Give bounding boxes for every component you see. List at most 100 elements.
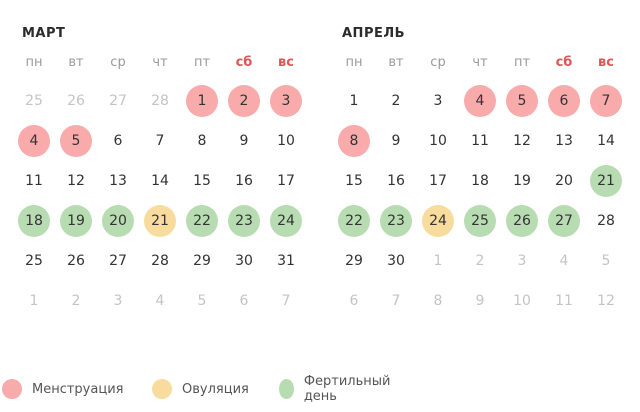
day-cell-menstruation[interactable]: 7 <box>590 85 622 117</box>
day-cell-outside-month[interactable]: 1 <box>29 293 39 309</box>
day-cell-regular[interactable]: 19 <box>513 173 531 189</box>
legend-item-fertile: Фертильный день <box>279 374 396 404</box>
day-cell-menstruation[interactable]: 4 <box>464 85 496 117</box>
day-cell-regular[interactable]: 15 <box>193 173 211 189</box>
day-cell-ovulation[interactable]: 24 <box>422 205 454 237</box>
day-cell-outside-month[interactable]: 3 <box>113 293 123 309</box>
day-cell-fertile[interactable]: 26 <box>506 205 538 237</box>
day-cell-outside-month[interactable]: 6 <box>349 293 359 309</box>
day-cell-fertile[interactable]: 22 <box>186 205 218 237</box>
day-cell-outside-month[interactable]: 4 <box>155 293 165 309</box>
day-cell-regular[interactable]: 17 <box>277 173 295 189</box>
weekday-label: чт <box>152 54 168 70</box>
day-cell-outside-month[interactable]: 7 <box>281 293 291 309</box>
day-cell-regular[interactable]: 28 <box>597 213 615 229</box>
weekday-label: пт <box>193 54 211 70</box>
day-cell-regular[interactable]: 1 <box>349 93 359 109</box>
day-cell-ovulation[interactable]: 21 <box>144 205 176 237</box>
day-cell-regular[interactable]: 14 <box>597 133 615 149</box>
day-cell-fertile[interactable]: 22 <box>338 205 370 237</box>
day-cell-menstruation[interactable]: 2 <box>228 85 260 117</box>
day-cell-regular[interactable]: 29 <box>193 253 211 269</box>
day-cell-fertile[interactable]: 24 <box>270 205 302 237</box>
day-cell-regular[interactable]: 8 <box>197 133 207 149</box>
weekday-label: вс <box>278 54 294 70</box>
day-cell-regular[interactable]: 12 <box>513 133 531 149</box>
day-cell-fertile[interactable]: 20 <box>102 205 134 237</box>
day-cell-regular[interactable]: 13 <box>555 133 573 149</box>
day-cell-regular[interactable]: 28 <box>151 253 169 269</box>
day-cell-fertile[interactable]: 25 <box>464 205 496 237</box>
day-cell-outside-month[interactable]: 5 <box>197 293 207 309</box>
day-cell-menstruation[interactable]: 1 <box>186 85 218 117</box>
menstruation-dot-icon <box>2 379 22 399</box>
weekday-label: вс <box>598 54 614 70</box>
day-cell-fertile[interactable]: 19 <box>60 205 92 237</box>
day-cell-outside-month[interactable]: 9 <box>475 293 485 309</box>
day-cell-regular[interactable]: 3 <box>433 93 443 109</box>
legend-label: Менструация <box>32 381 124 397</box>
day-cell-outside-month[interactable]: 10 <box>513 293 531 309</box>
day-cell-menstruation[interactable]: 5 <box>506 85 538 117</box>
day-cell-regular[interactable]: 11 <box>25 173 43 189</box>
day-cell-regular[interactable]: 30 <box>235 253 253 269</box>
day-cell-regular[interactable]: 15 <box>345 173 363 189</box>
day-cell-outside-month[interactable]: 27 <box>109 93 127 109</box>
day-cell-outside-month[interactable]: 2 <box>475 253 485 269</box>
day-cell-outside-month[interactable]: 25 <box>25 93 43 109</box>
day-cell-regular[interactable]: 6 <box>113 133 123 149</box>
day-cell-regular[interactable]: 29 <box>345 253 363 269</box>
weekday-label: сб <box>235 54 253 70</box>
day-cell-regular[interactable]: 16 <box>235 173 253 189</box>
day-cell-outside-month[interactable]: 4 <box>559 253 569 269</box>
ovulation-dot-icon <box>152 379 172 399</box>
day-cell-regular[interactable]: 20 <box>555 173 573 189</box>
day-cell-outside-month[interactable]: 6 <box>239 293 249 309</box>
day-cell-outside-month[interactable]: 7 <box>391 293 401 309</box>
day-cell-regular[interactable]: 16 <box>387 173 405 189</box>
day-cell-outside-month[interactable]: 26 <box>67 93 85 109</box>
day-cell-outside-month[interactable]: 8 <box>433 293 443 309</box>
weekday-label: ср <box>430 54 446 70</box>
day-cell-regular[interactable]: 26 <box>67 253 85 269</box>
day-cell-regular[interactable]: 2 <box>391 93 401 109</box>
day-cell-fertile[interactable]: 23 <box>380 205 412 237</box>
day-cell-outside-month[interactable]: 12 <box>597 293 615 309</box>
day-cell-regular[interactable]: 30 <box>387 253 405 269</box>
day-cell-regular[interactable]: 11 <box>471 133 489 149</box>
day-cell-fertile[interactable]: 18 <box>18 205 50 237</box>
day-cell-outside-month[interactable]: 2 <box>71 293 81 309</box>
weekday-label: чт <box>472 54 488 70</box>
day-cell-regular[interactable]: 27 <box>109 253 127 269</box>
month-title: АПРЕЛЬ <box>342 26 406 41</box>
day-cell-regular[interactable]: 10 <box>429 133 447 149</box>
day-cell-regular[interactable]: 31 <box>277 253 295 269</box>
day-cell-menstruation[interactable]: 4 <box>18 125 50 157</box>
day-cell-fertile[interactable]: 27 <box>548 205 580 237</box>
day-cell-menstruation[interactable]: 6 <box>548 85 580 117</box>
fertile-dot-icon <box>279 379 294 399</box>
day-cell-menstruation[interactable]: 8 <box>338 125 370 157</box>
day-cell-regular[interactable]: 9 <box>391 133 401 149</box>
day-cell-fertile[interactable]: 21 <box>590 165 622 197</box>
day-cell-outside-month[interactable]: 3 <box>517 253 527 269</box>
day-cell-menstruation[interactable]: 5 <box>60 125 92 157</box>
day-cell-regular[interactable]: 17 <box>429 173 447 189</box>
day-cell-regular[interactable]: 12 <box>67 173 85 189</box>
day-cell-menstruation[interactable]: 3 <box>270 85 302 117</box>
day-cell-regular[interactable]: 7 <box>155 133 165 149</box>
day-cell-outside-month[interactable]: 5 <box>601 253 611 269</box>
legend-item-menstruation: Менструация <box>2 377 123 401</box>
day-cell-regular[interactable]: 25 <box>25 253 43 269</box>
day-cell-outside-month[interactable]: 11 <box>555 293 573 309</box>
weekday-label: ср <box>110 54 126 70</box>
day-cell-regular[interactable]: 13 <box>109 173 127 189</box>
day-cell-regular[interactable]: 14 <box>151 173 169 189</box>
day-cell-outside-month[interactable]: 1 <box>433 253 443 269</box>
day-cell-outside-month[interactable]: 28 <box>151 93 169 109</box>
day-cell-regular[interactable]: 18 <box>471 173 489 189</box>
day-cell-regular[interactable]: 9 <box>239 133 249 149</box>
legend-label: Овуляция <box>182 381 249 397</box>
day-cell-fertile[interactable]: 23 <box>228 205 260 237</box>
day-cell-regular[interactable]: 10 <box>277 133 295 149</box>
